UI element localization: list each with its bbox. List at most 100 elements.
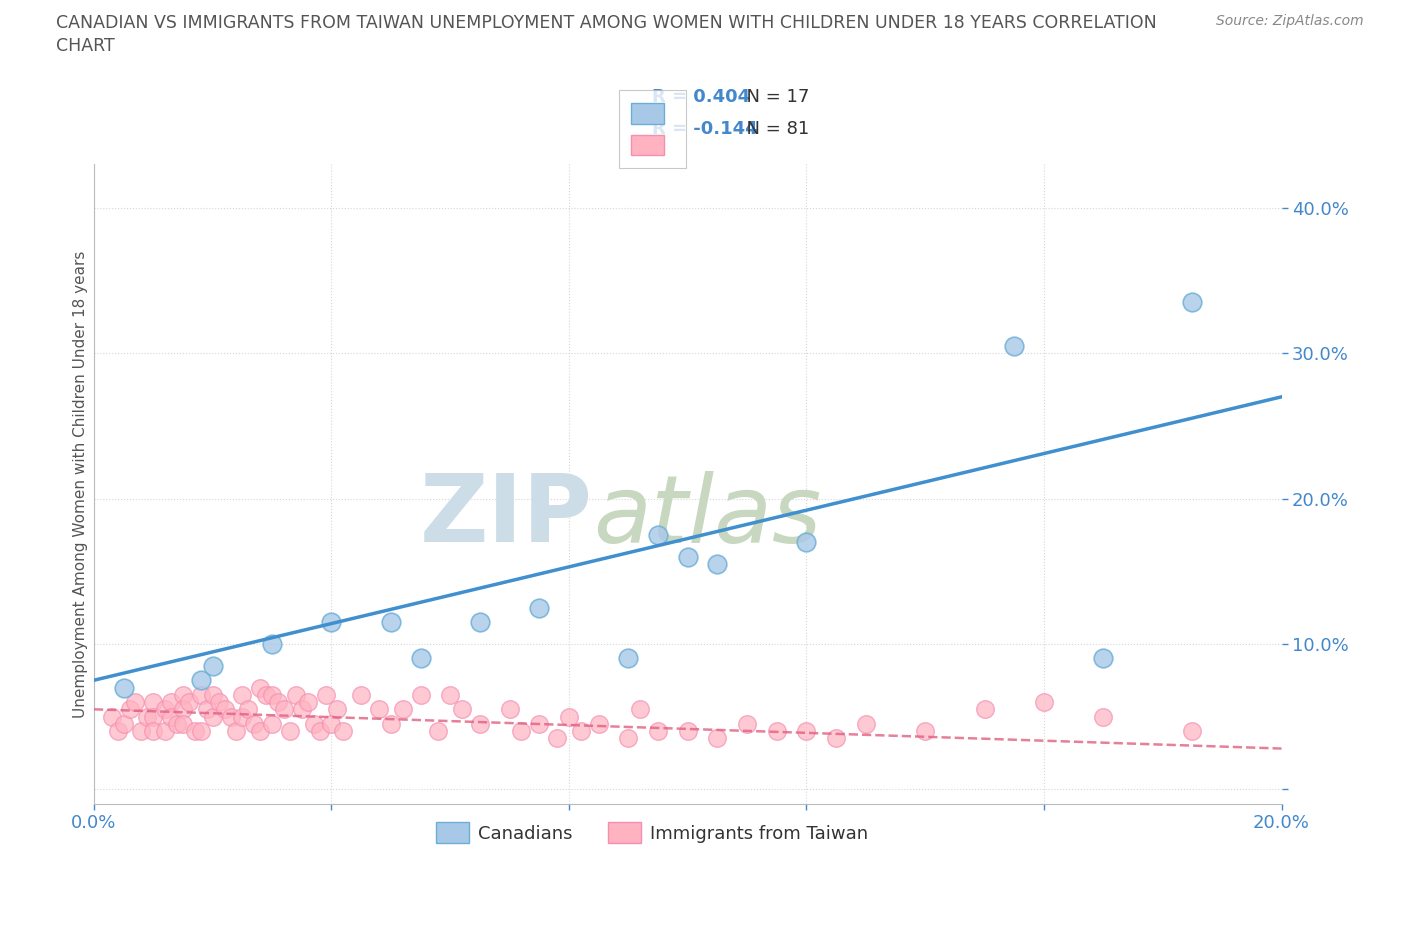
Point [214,702,236,717]
Point [262,687,284,702]
Point [160,710,183,724]
Text: N = 81: N = 81 [735,120,810,139]
Point [588,716,610,731]
Point [262,716,284,731]
Point [321,615,343,630]
Point [546,731,568,746]
Point [207,695,229,710]
Point [172,687,194,702]
Point [796,724,818,738]
Point [231,687,253,702]
Text: CHART: CHART [56,37,115,55]
Point [706,556,728,571]
Point [825,731,848,746]
Point [112,680,135,695]
Point [468,615,491,630]
Point [124,695,146,710]
Point [350,687,373,702]
Point [1033,695,1056,710]
Point [796,535,818,550]
Text: ZIP: ZIP [420,470,593,562]
Point [153,702,176,717]
Point [142,724,165,738]
Point [302,716,325,731]
Point [676,550,699,565]
Point [326,702,349,717]
Point [439,687,461,702]
Point [201,687,224,702]
Point [201,658,224,673]
Point [1092,710,1115,724]
Point [166,716,188,731]
Point [297,695,319,710]
Point [291,702,314,717]
Point [765,724,787,738]
Point [195,702,218,717]
Point [231,710,253,724]
Point [409,687,432,702]
Point [1002,339,1025,353]
Point [172,702,194,717]
Point [380,615,402,630]
Point [225,724,247,738]
Point [254,687,277,702]
Point [368,702,391,717]
Y-axis label: Unemployment Among Women with Children Under 18 years: Unemployment Among Women with Children U… [73,250,87,718]
Text: N = 17: N = 17 [735,88,810,106]
Point [219,710,242,724]
Point [427,724,450,738]
Point [529,600,551,615]
Point [100,710,122,724]
Point [914,724,936,738]
Point [107,724,129,738]
Point [1092,651,1115,666]
Point [112,716,135,731]
Point [529,716,551,731]
Point [136,710,159,724]
Point [118,702,141,717]
Text: CANADIAN VS IMMIGRANTS FROM TAIWAN UNEMPLOYMENT AMONG WOMEN WITH CHILDREN UNDER : CANADIAN VS IMMIGRANTS FROM TAIWAN UNEMP… [56,14,1157,32]
Point [391,702,413,717]
Point [142,710,165,724]
Point [315,687,337,702]
Point [498,702,520,717]
Point [569,724,592,738]
Point [409,651,432,666]
Point [1181,295,1204,310]
Point [160,695,183,710]
Point [131,724,153,738]
Point [735,716,758,731]
Point [1181,724,1204,738]
Point [617,731,640,746]
Point [262,636,284,651]
Point [201,710,224,724]
Point [308,724,330,738]
Point [249,724,271,738]
Point [706,731,728,746]
Legend: Canadians, Immigrants from Taiwan: Canadians, Immigrants from Taiwan [427,814,877,852]
Point [647,724,669,738]
Point [380,716,402,731]
Point [451,702,474,717]
Point [628,702,651,717]
Point [558,710,581,724]
Text: R = 0.404: R = 0.404 [652,88,751,106]
Point [647,527,669,542]
Point [468,716,491,731]
Text: R = -0.144: R = -0.144 [652,120,758,139]
Point [142,695,165,710]
Point [676,724,699,738]
Point [973,702,995,717]
Point [278,724,301,738]
Point [617,651,640,666]
Text: Source: ZipAtlas.com: Source: ZipAtlas.com [1216,14,1364,28]
Point [238,702,260,717]
Point [153,724,176,738]
Point [267,695,290,710]
Point [190,687,212,702]
Point [172,716,194,731]
Point [273,702,295,717]
Point [177,695,200,710]
Point [190,672,212,687]
Text: atlas: atlas [593,471,821,562]
